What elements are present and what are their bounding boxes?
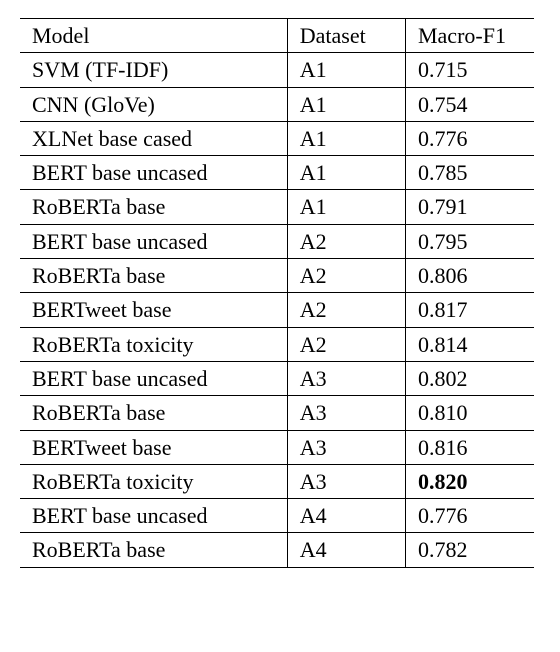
cell-model: SVM (TF-IDF) <box>20 53 287 87</box>
cell-f1: 0.754 <box>405 87 534 121</box>
cell-dataset: A2 <box>287 293 405 327</box>
table-row: BERTweet baseA20.817 <box>20 293 534 327</box>
cell-model: RoBERTa toxicity <box>20 464 287 498</box>
table-body: SVM (TF-IDF)A10.715CNN (GloVe)A10.754XLN… <box>20 53 534 567</box>
cell-f1: 0.791 <box>405 190 534 224</box>
cell-model: XLNet base cased <box>20 121 287 155</box>
table-row: RoBERTa baseA20.806 <box>20 259 534 293</box>
cell-model: BERT base uncased <box>20 224 287 258</box>
cell-f1: 0.782 <box>405 533 534 567</box>
cell-model: BERT base uncased <box>20 361 287 395</box>
col-header-f1: Macro-F1 <box>405 19 534 53</box>
cell-dataset: A1 <box>287 87 405 121</box>
cell-dataset: A1 <box>287 156 405 190</box>
cell-f1: 0.810 <box>405 396 534 430</box>
cell-dataset: A1 <box>287 53 405 87</box>
table-row: BERT base uncasedA20.795 <box>20 224 534 258</box>
cell-f1: 0.785 <box>405 156 534 190</box>
cell-dataset: A1 <box>287 121 405 155</box>
cell-f1: 0.820 <box>405 464 534 498</box>
cell-f1: 0.802 <box>405 361 534 395</box>
table-row: RoBERTa toxicityA20.814 <box>20 327 534 361</box>
cell-f1: 0.806 <box>405 259 534 293</box>
cell-model: RoBERTa base <box>20 190 287 224</box>
table-row: CNN (GloVe)A10.754 <box>20 87 534 121</box>
cell-f1: 0.776 <box>405 499 534 533</box>
cell-model: RoBERTa toxicity <box>20 327 287 361</box>
cell-model: RoBERTa base <box>20 396 287 430</box>
table-row: BERT base uncasedA40.776 <box>20 499 534 533</box>
results-table: Model Dataset Macro-F1 SVM (TF-IDF)A10.7… <box>20 18 534 568</box>
cell-dataset: A2 <box>287 224 405 258</box>
table-header-row: Model Dataset Macro-F1 <box>20 19 534 53</box>
cell-dataset: A2 <box>287 327 405 361</box>
table-row: BERTweet baseA30.816 <box>20 430 534 464</box>
table-row: RoBERTa baseA30.810 <box>20 396 534 430</box>
cell-model: BERTweet base <box>20 430 287 464</box>
cell-dataset: A1 <box>287 190 405 224</box>
cell-model: BERT base uncased <box>20 156 287 190</box>
cell-dataset: A3 <box>287 464 405 498</box>
table-container: Model Dataset Macro-F1 SVM (TF-IDF)A10.7… <box>0 0 560 652</box>
col-header-dataset: Dataset <box>287 19 405 53</box>
cell-dataset: A4 <box>287 533 405 567</box>
table-row: BERT base uncasedA10.785 <box>20 156 534 190</box>
table-row: BERT base uncasedA30.802 <box>20 361 534 395</box>
cell-dataset: A3 <box>287 361 405 395</box>
cell-model: RoBERTa base <box>20 533 287 567</box>
cell-model: RoBERTa base <box>20 259 287 293</box>
cell-dataset: A2 <box>287 259 405 293</box>
table-row: SVM (TF-IDF)A10.715 <box>20 53 534 87</box>
table-row: RoBERTa toxicityA30.820 <box>20 464 534 498</box>
cell-dataset: A3 <box>287 430 405 464</box>
table-row: RoBERTa baseA40.782 <box>20 533 534 567</box>
cell-f1: 0.715 <box>405 53 534 87</box>
table-row: RoBERTa baseA10.791 <box>20 190 534 224</box>
cell-f1: 0.816 <box>405 430 534 464</box>
cell-model: BERT base uncased <box>20 499 287 533</box>
table-row: XLNet base casedA10.776 <box>20 121 534 155</box>
cell-model: BERTweet base <box>20 293 287 327</box>
cell-model: CNN (GloVe) <box>20 87 287 121</box>
cell-f1: 0.814 <box>405 327 534 361</box>
cell-f1: 0.817 <box>405 293 534 327</box>
col-header-model: Model <box>20 19 287 53</box>
cell-f1: 0.776 <box>405 121 534 155</box>
cell-dataset: A3 <box>287 396 405 430</box>
cell-dataset: A4 <box>287 499 405 533</box>
cell-f1: 0.795 <box>405 224 534 258</box>
